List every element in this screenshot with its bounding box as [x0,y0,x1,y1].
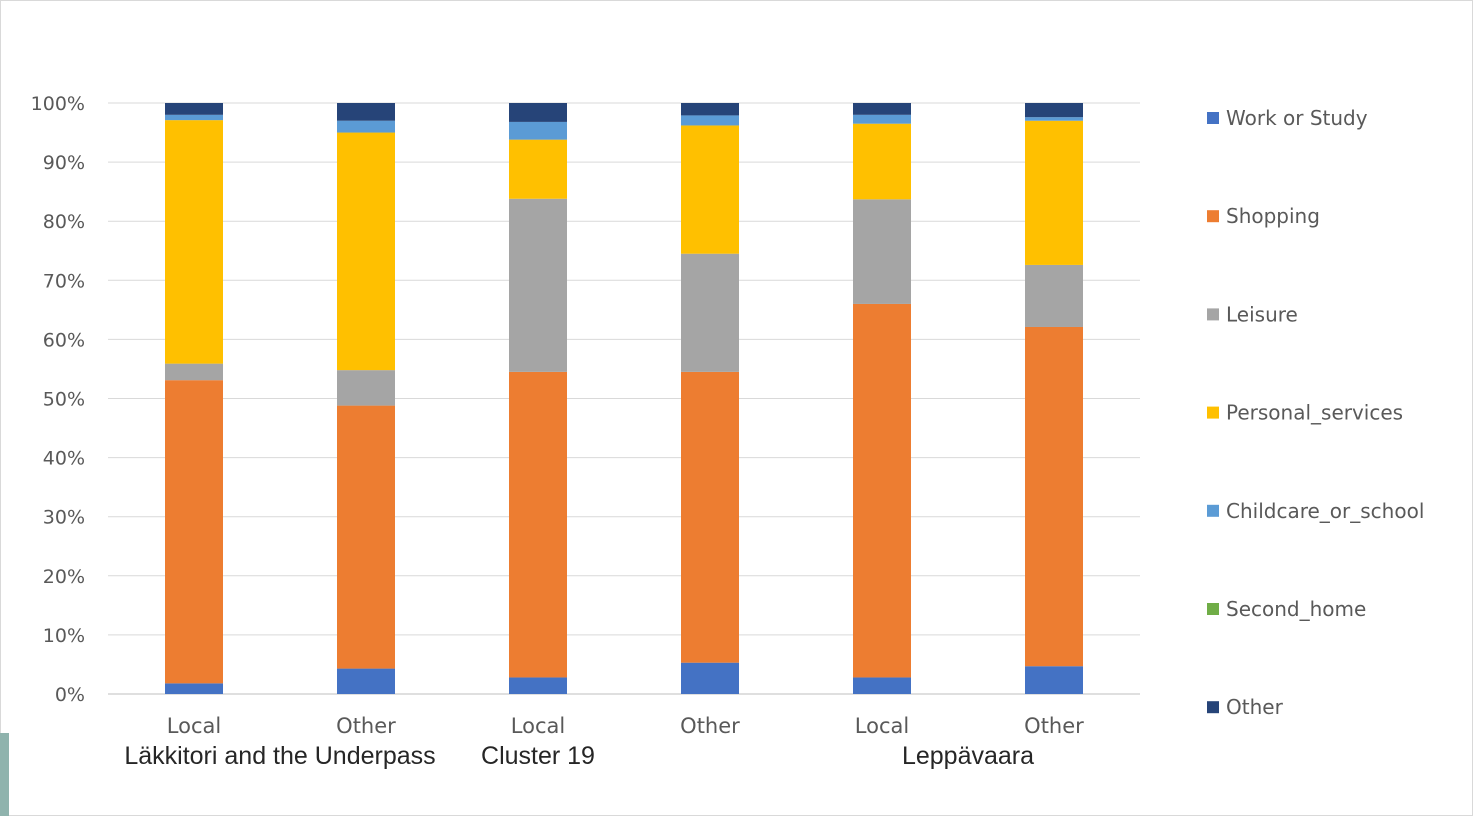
legend-swatch [1207,210,1219,223]
bar-segment [337,405,395,669]
legend-label: Shopping [1226,204,1320,228]
bar-segment [681,662,739,694]
legend-label: Work or Study [1226,106,1368,130]
legend-swatch [1207,112,1219,124]
x-axis-categories: Local Other Local Other Local Other [167,714,1084,738]
legend-label: Leisure [1226,302,1298,326]
bar-segment [853,199,911,304]
x-category-label: Other [336,714,396,738]
bar-segment [337,668,395,694]
legend: Work or Study Shopping Leisure Personal_ser… [1207,106,1424,719]
y-tick-label: 60% [43,329,85,351]
x-group-label: Leppävaara [902,742,1034,770]
y-tick-label: 100% [31,93,85,115]
legend-swatch [1207,701,1219,714]
bar-segment [681,115,739,126]
side-accent-bar [0,733,9,816]
bars [165,103,1083,694]
bar-segment [853,103,911,115]
y-tick-label: 50% [43,389,85,411]
bar-segment [337,103,395,121]
bar-segment [1025,103,1083,118]
y-tick-label: 0% [55,684,85,706]
y-tick-label: 10% [43,625,85,647]
legend-label: Childcare_or_school [1226,499,1424,523]
bar-segment [337,370,395,406]
bar-segment [165,363,223,381]
bar-segment [1025,326,1083,667]
bar-segment [165,103,223,115]
legend-label: Personal_services [1226,401,1403,425]
x-category-label: Local [167,714,221,738]
bar-segment [337,120,395,133]
y-tick-label: 30% [43,507,85,529]
bar-segment [1025,666,1083,694]
bar-segment [1025,117,1083,121]
legend-swatch [1207,308,1219,321]
gridlines [108,102,1140,695]
legend-label: Second_home [1226,597,1366,621]
y-axis-ticks: 0% 10% 20% 30% 40% 50% 60% 70% 80% 90% 100% [31,93,85,706]
y-tick-label: 90% [43,152,85,174]
bar-segment [1025,264,1083,327]
bar-segment [853,677,911,694]
bar-segment [853,303,911,678]
legend-swatch [1207,603,1219,615]
bar-segment [509,139,567,199]
y-tick-label: 70% [43,270,85,292]
bar-segment [165,380,223,684]
x-category-label: Other [1024,714,1084,738]
bar-segment [853,114,911,124]
bar-segment [1025,120,1083,265]
legend-swatch [1207,406,1219,419]
y-tick-label: 80% [43,211,85,233]
bar-segment [509,371,567,678]
bar-segment [509,677,567,694]
x-category-label: Local [855,714,909,738]
bar-segment [853,123,911,200]
bar-segment [681,125,739,254]
x-axis-groups: Läkkitori and the Underpass Cluster 19 Lep… [124,742,1034,770]
bar-segment [509,121,567,140]
bar-segment [165,114,223,121]
bar-segment [337,132,395,371]
y-tick-label: 40% [43,448,85,470]
legend-swatch [1207,504,1219,517]
bar-segment [681,371,739,663]
x-category-label: Other [680,714,740,738]
bar-segment [681,103,739,116]
x-category-label: Local [511,714,565,738]
legend-label: Other [1226,695,1284,719]
bar-segment [165,683,223,694]
y-tick-label: 20% [43,566,85,588]
x-group-label: Läkkitori and the Underpass [124,742,435,770]
x-group-label: Cluster 19 [481,742,595,770]
bar-segment [509,103,567,122]
bar-segment [509,198,567,372]
bar-segment [165,120,223,364]
bar-segment [681,253,739,372]
